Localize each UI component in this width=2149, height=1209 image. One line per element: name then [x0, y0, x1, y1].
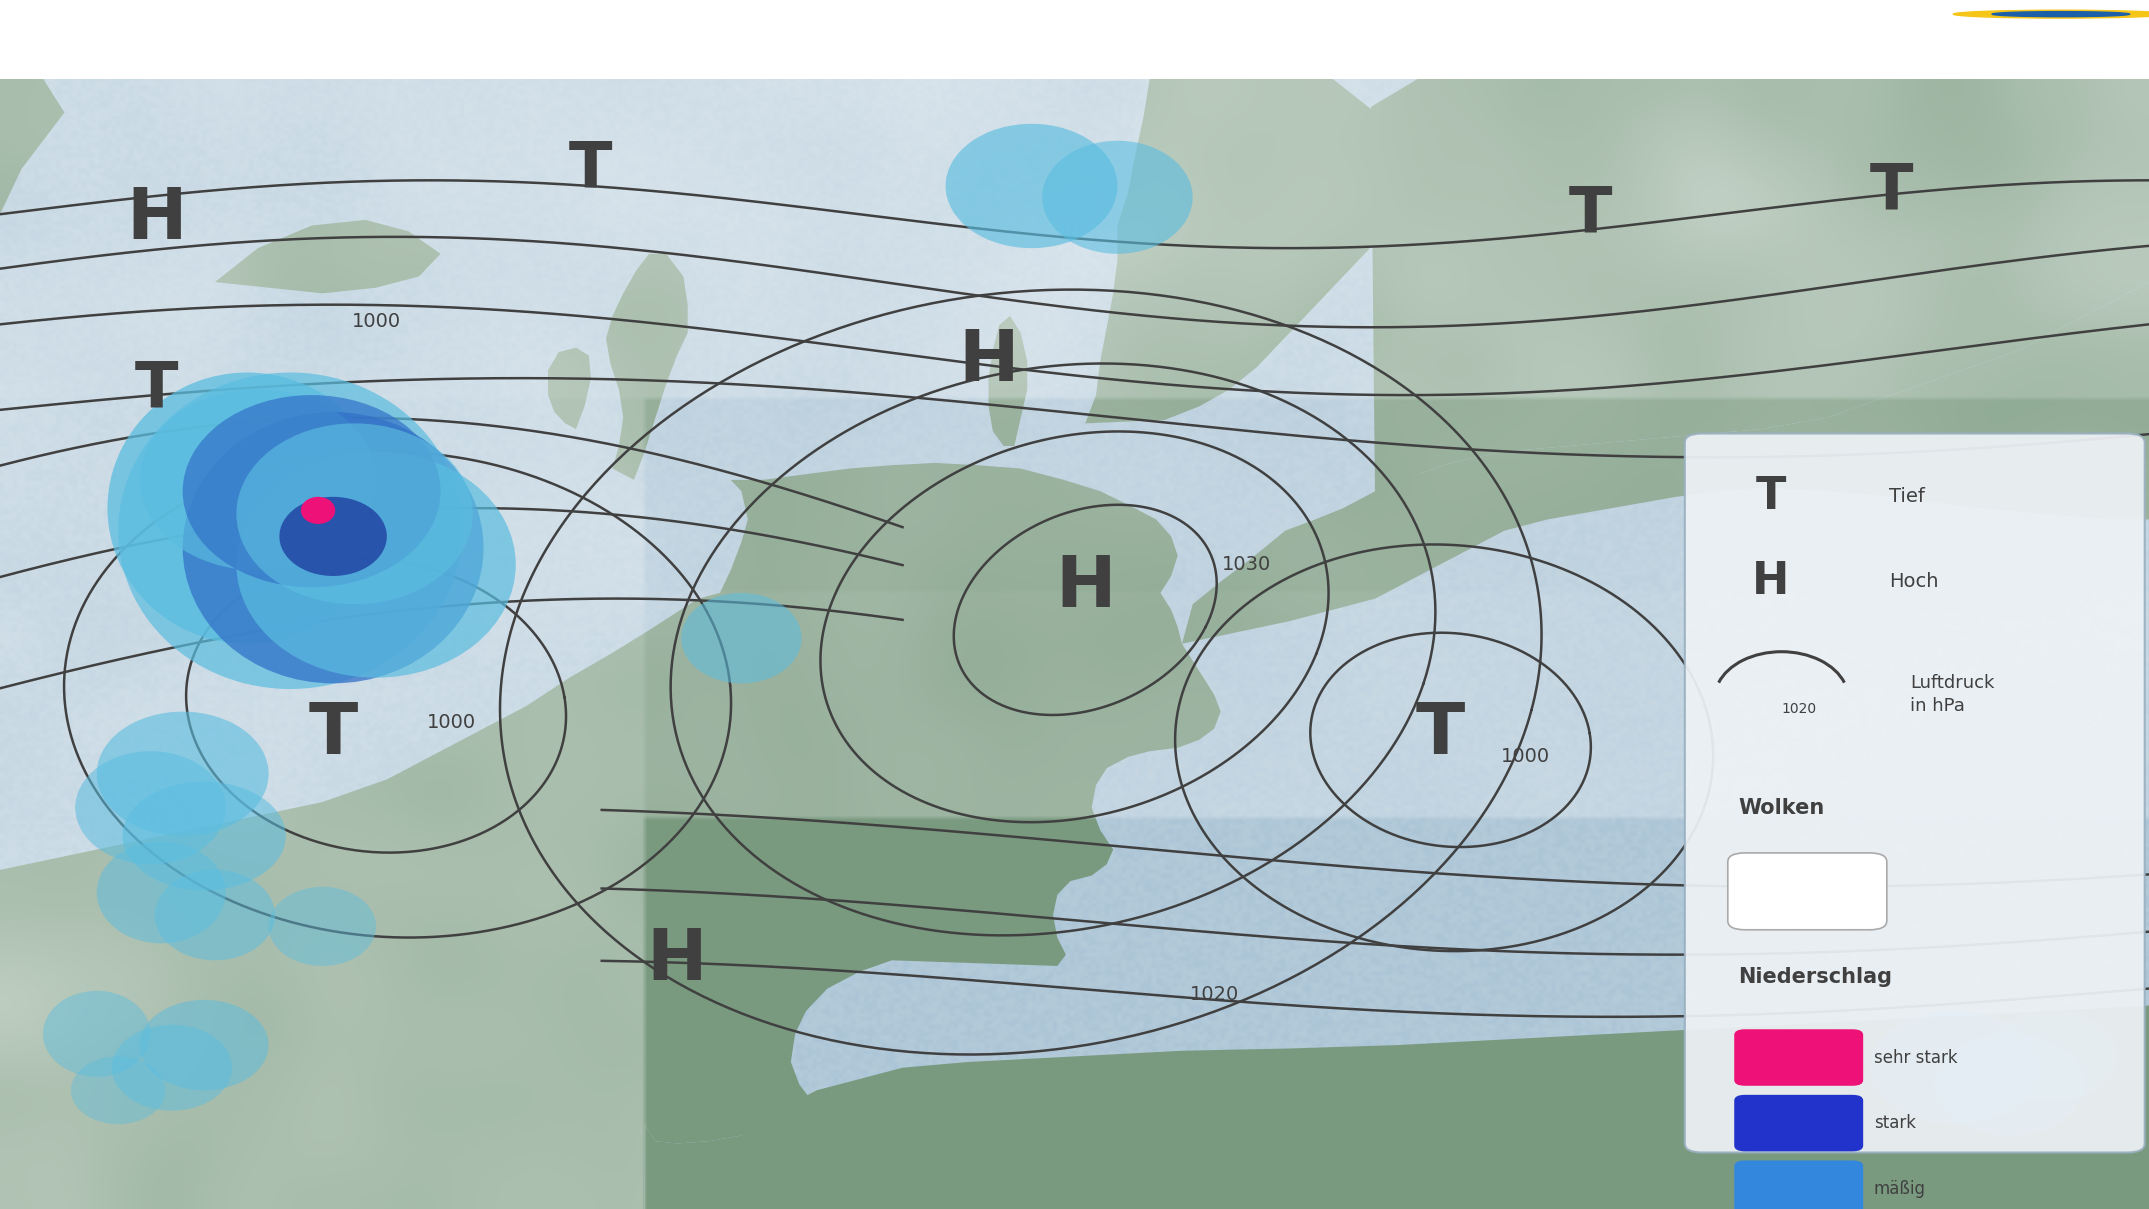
Polygon shape	[645, 1006, 2149, 1209]
Ellipse shape	[140, 1000, 269, 1091]
Polygon shape	[989, 316, 1027, 446]
Text: H: H	[127, 185, 187, 254]
Text: 1000: 1000	[428, 713, 475, 733]
Text: H: H	[958, 326, 1019, 395]
Polygon shape	[1371, 79, 2149, 531]
Polygon shape	[1085, 79, 1418, 423]
Text: Hoch: Hoch	[1889, 572, 1938, 591]
Text: T: T	[1416, 700, 1463, 769]
Ellipse shape	[946, 123, 1117, 248]
Ellipse shape	[183, 412, 484, 683]
Ellipse shape	[122, 782, 286, 890]
Ellipse shape	[71, 1057, 165, 1124]
Polygon shape	[606, 254, 688, 480]
Text: H: H	[1055, 553, 1115, 621]
Circle shape	[1953, 10, 2149, 18]
Text: .de: .de	[1986, 33, 2037, 65]
Text: H: H	[1751, 560, 1790, 603]
Ellipse shape	[140, 389, 376, 571]
Text: 1000: 1000	[1502, 747, 1549, 767]
Polygon shape	[215, 220, 441, 294]
Ellipse shape	[1870, 1011, 2042, 1124]
Text: wetter: wetter	[1865, 33, 1990, 65]
Ellipse shape	[118, 372, 462, 689]
Ellipse shape	[75, 751, 226, 864]
Text: T: T	[569, 138, 612, 199]
Ellipse shape	[1042, 140, 1193, 254]
Ellipse shape	[236, 423, 473, 604]
Text: sehr stark: sehr stark	[1874, 1048, 1958, 1066]
Text: Wetterlage: Prognose für Montag, den 4. November, um 13 Uhr: Wetterlage: Prognose für Montag, den 4. …	[26, 31, 909, 59]
Ellipse shape	[97, 841, 226, 943]
Ellipse shape	[107, 372, 387, 643]
Polygon shape	[0, 463, 1221, 1209]
Text: 1030: 1030	[1223, 555, 1270, 574]
Ellipse shape	[112, 1025, 232, 1111]
Ellipse shape	[301, 497, 335, 523]
Text: Tief: Tief	[1889, 487, 1926, 507]
Text: 1000: 1000	[352, 312, 400, 331]
Text: Niederschlag: Niederschlag	[1739, 967, 1893, 988]
Text: T: T	[1870, 161, 1913, 222]
Text: T: T	[1569, 184, 1612, 245]
Text: stark: stark	[1874, 1113, 1917, 1132]
FancyBboxPatch shape	[1728, 852, 1887, 930]
Text: 1020: 1020	[1191, 984, 1238, 1003]
Ellipse shape	[97, 712, 269, 835]
Text: T: T	[135, 358, 178, 421]
Text: Wolken: Wolken	[1739, 798, 1825, 817]
Ellipse shape	[43, 991, 150, 1077]
Text: 1020: 1020	[1782, 702, 1816, 717]
FancyBboxPatch shape	[1685, 434, 2145, 1152]
Ellipse shape	[236, 452, 516, 678]
Ellipse shape	[1934, 1034, 2085, 1135]
Polygon shape	[548, 348, 591, 429]
Ellipse shape	[279, 497, 387, 575]
FancyBboxPatch shape	[1734, 1095, 1863, 1151]
Text: mäßig: mäßig	[1874, 1180, 1926, 1198]
Ellipse shape	[269, 887, 376, 966]
Ellipse shape	[681, 592, 802, 683]
Polygon shape	[0, 79, 64, 214]
Text: T: T	[309, 700, 357, 769]
Polygon shape	[1182, 282, 2149, 643]
Circle shape	[1992, 12, 2130, 17]
Ellipse shape	[183, 395, 441, 588]
Text: T: T	[1756, 475, 1786, 519]
Ellipse shape	[155, 870, 275, 960]
FancyBboxPatch shape	[1734, 1029, 1863, 1086]
Text: Luftdruck
in hPa: Luftdruck in hPa	[1910, 673, 1994, 716]
Ellipse shape	[1988, 1011, 2117, 1101]
Text: H: H	[647, 926, 707, 995]
FancyBboxPatch shape	[1734, 1161, 1863, 1209]
